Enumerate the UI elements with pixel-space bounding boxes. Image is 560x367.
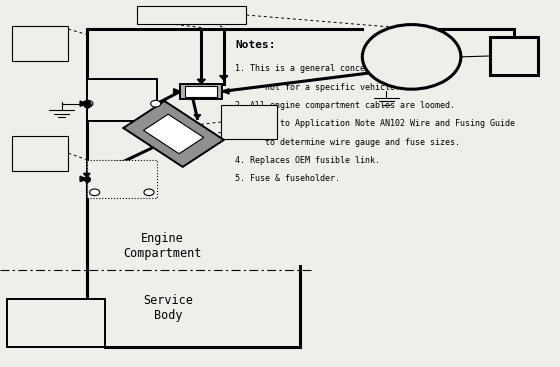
Text: not for a specific vehicle.: not for a specific vehicle. bbox=[235, 83, 400, 92]
Circle shape bbox=[83, 101, 93, 107]
Polygon shape bbox=[80, 101, 87, 106]
Bar bbox=[137, 6, 246, 24]
Text: Ref.
Note
#5: Ref. Note #5 bbox=[239, 107, 260, 137]
Text: 12V.
Reg.: 12V. Reg. bbox=[502, 45, 525, 67]
Bar bbox=[87, 79, 157, 121]
Polygon shape bbox=[123, 101, 224, 167]
Text: 2. All engine compartment cables are loomed.: 2. All engine compartment cables are loo… bbox=[235, 101, 455, 110]
Text: +: + bbox=[59, 331, 69, 341]
Text: Ref.
Note
#3: Ref. Note #3 bbox=[30, 138, 51, 168]
Text: 3. Refer to Application Note AN102 Wire and Fusing Guide: 3. Refer to Application Note AN102 Wire … bbox=[235, 119, 515, 128]
Circle shape bbox=[90, 189, 100, 196]
Text: Notes:: Notes: bbox=[235, 40, 276, 50]
Text: OEM
12V
Ign. Battery: OEM 12V Ign. Battery bbox=[90, 81, 153, 111]
Bar bbox=[180, 84, 222, 99]
Text: −: − bbox=[43, 330, 52, 340]
Circle shape bbox=[144, 189, 154, 196]
Text: Ref.
Note
#3: Ref. Note #3 bbox=[30, 28, 51, 58]
Text: Dimensions
12 Volt
Inverter: Dimensions 12 Volt Inverter bbox=[29, 302, 82, 332]
Bar bbox=[12, 136, 68, 171]
Text: 5. Fuse & fuseholder.: 5. Fuse & fuseholder. bbox=[235, 174, 340, 184]
Bar bbox=[12, 26, 68, 61]
Text: Ref. Note #3 & 4: Ref. Note #3 & 4 bbox=[146, 11, 238, 19]
Polygon shape bbox=[80, 176, 87, 182]
Text: 4. Replaces OEM fusible link.: 4. Replaces OEM fusible link. bbox=[235, 156, 380, 165]
Bar bbox=[490, 37, 538, 75]
Polygon shape bbox=[143, 114, 204, 154]
Polygon shape bbox=[220, 76, 228, 80]
Text: OEM
12V
Ign. Battery: OEM 12V Ign. Battery bbox=[90, 160, 153, 190]
Polygon shape bbox=[83, 173, 90, 177]
Text: +: + bbox=[401, 70, 411, 84]
Polygon shape bbox=[222, 89, 229, 94]
Bar bbox=[185, 86, 217, 97]
Polygon shape bbox=[174, 89, 180, 94]
Polygon shape bbox=[194, 115, 200, 119]
Text: Upgraded
12V
ALT.: Upgraded 12V ALT. bbox=[388, 35, 435, 68]
Text: to determine wire gauge and fuse sizes.: to determine wire gauge and fuse sizes. bbox=[235, 138, 460, 147]
Text: Service
Body: Service Body bbox=[143, 294, 193, 322]
Polygon shape bbox=[197, 79, 206, 84]
Circle shape bbox=[362, 25, 461, 89]
Text: 1. This is a general concept drawing,: 1. This is a general concept drawing, bbox=[235, 64, 420, 73]
Bar bbox=[87, 160, 157, 198]
Bar bbox=[7, 299, 105, 347]
Circle shape bbox=[151, 101, 161, 107]
Text: Engine
Compartment: Engine Compartment bbox=[123, 232, 202, 260]
Bar bbox=[221, 105, 277, 139]
